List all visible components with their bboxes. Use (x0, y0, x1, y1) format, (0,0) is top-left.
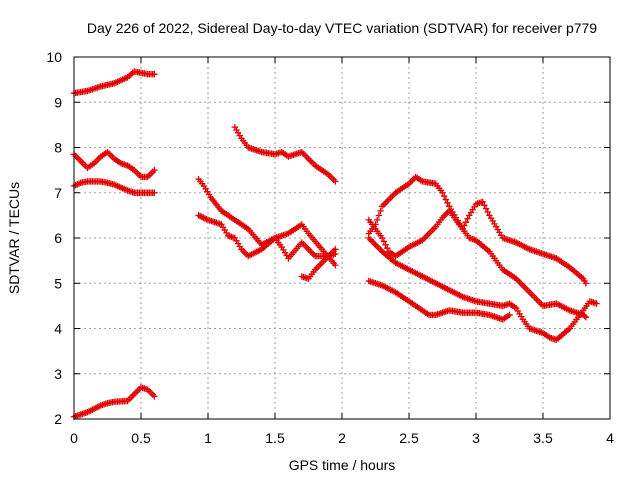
data-point (459, 225, 466, 233)
y-axis: 2 3 4 5 6 7 8 9 10 (46, 49, 610, 427)
y-tick-label: 9 (54, 94, 62, 110)
data-point (464, 215, 471, 222)
data-point (151, 166, 158, 174)
data-point (479, 198, 486, 205)
series-sat-j (365, 198, 590, 287)
x-tick-label: 2.5 (399, 430, 419, 446)
data-point (375, 212, 383, 219)
y-axis-label: SDTVAR / TECUs (6, 182, 22, 294)
y-tick-label: 5 (54, 275, 62, 291)
x-tick-label: 1.5 (265, 430, 285, 446)
y-tick-label: 8 (54, 140, 62, 156)
y-tick-label: 6 (54, 230, 62, 246)
x-tick-label: 2 (338, 430, 346, 446)
data-point (440, 192, 448, 200)
y-tick-label: 4 (54, 321, 62, 337)
data-point (593, 300, 600, 307)
data-point (506, 311, 513, 319)
data-point (581, 312, 588, 320)
x-axis-label: GPS time / hours (289, 457, 396, 473)
x-tick-label: 3.5 (533, 430, 553, 446)
y-tick-label: 7 (54, 185, 62, 201)
data-point (380, 238, 388, 245)
data-point (332, 261, 339, 269)
data-point (373, 216, 381, 224)
data-point (442, 196, 450, 203)
data-point (151, 70, 158, 78)
data-point (151, 189, 158, 196)
data-point (481, 201, 488, 209)
grid (74, 57, 610, 419)
data-point (484, 208, 491, 216)
chart-title: Day 226 of 2022, Sidereal Day-to-day VTE… (87, 20, 597, 36)
data-point (582, 280, 590, 287)
x-tick-label: 0.5 (131, 430, 151, 446)
series-sat-d (70, 384, 158, 420)
series-sat-i (365, 173, 590, 321)
series-sat-l (365, 277, 513, 323)
x-tick-label: 0 (70, 430, 78, 446)
y-tick-label: 10 (46, 49, 62, 65)
x-axis: 0 0.5 1 1.5 2 2.5 3 3.5 4 (70, 57, 614, 446)
x-tick-label: 1 (204, 430, 212, 446)
data-point (384, 244, 391, 252)
series-sat-b (70, 148, 158, 181)
data-point (332, 246, 339, 253)
data-point (461, 222, 468, 229)
x-tick-label: 3 (472, 430, 480, 446)
data-point (582, 313, 590, 321)
x-tick-label: 4 (606, 430, 614, 446)
data-point (482, 205, 490, 212)
data-point (382, 241, 389, 248)
series-sat-k (365, 234, 600, 344)
data-series (70, 68, 600, 420)
data-point (377, 207, 384, 215)
data-point (462, 218, 470, 226)
series-sat-a (70, 68, 158, 97)
data-point (379, 234, 386, 242)
y-tick-label: 3 (54, 366, 62, 382)
y-tick-label: 2 (54, 411, 62, 427)
series-sat-h (298, 246, 339, 282)
series-sat-g (231, 123, 339, 185)
data-point (151, 393, 158, 400)
data-point (439, 189, 446, 196)
data-point (444, 199, 451, 207)
series-sat-f (195, 212, 339, 262)
data-point (332, 178, 339, 185)
series-sat-c (70, 178, 158, 196)
